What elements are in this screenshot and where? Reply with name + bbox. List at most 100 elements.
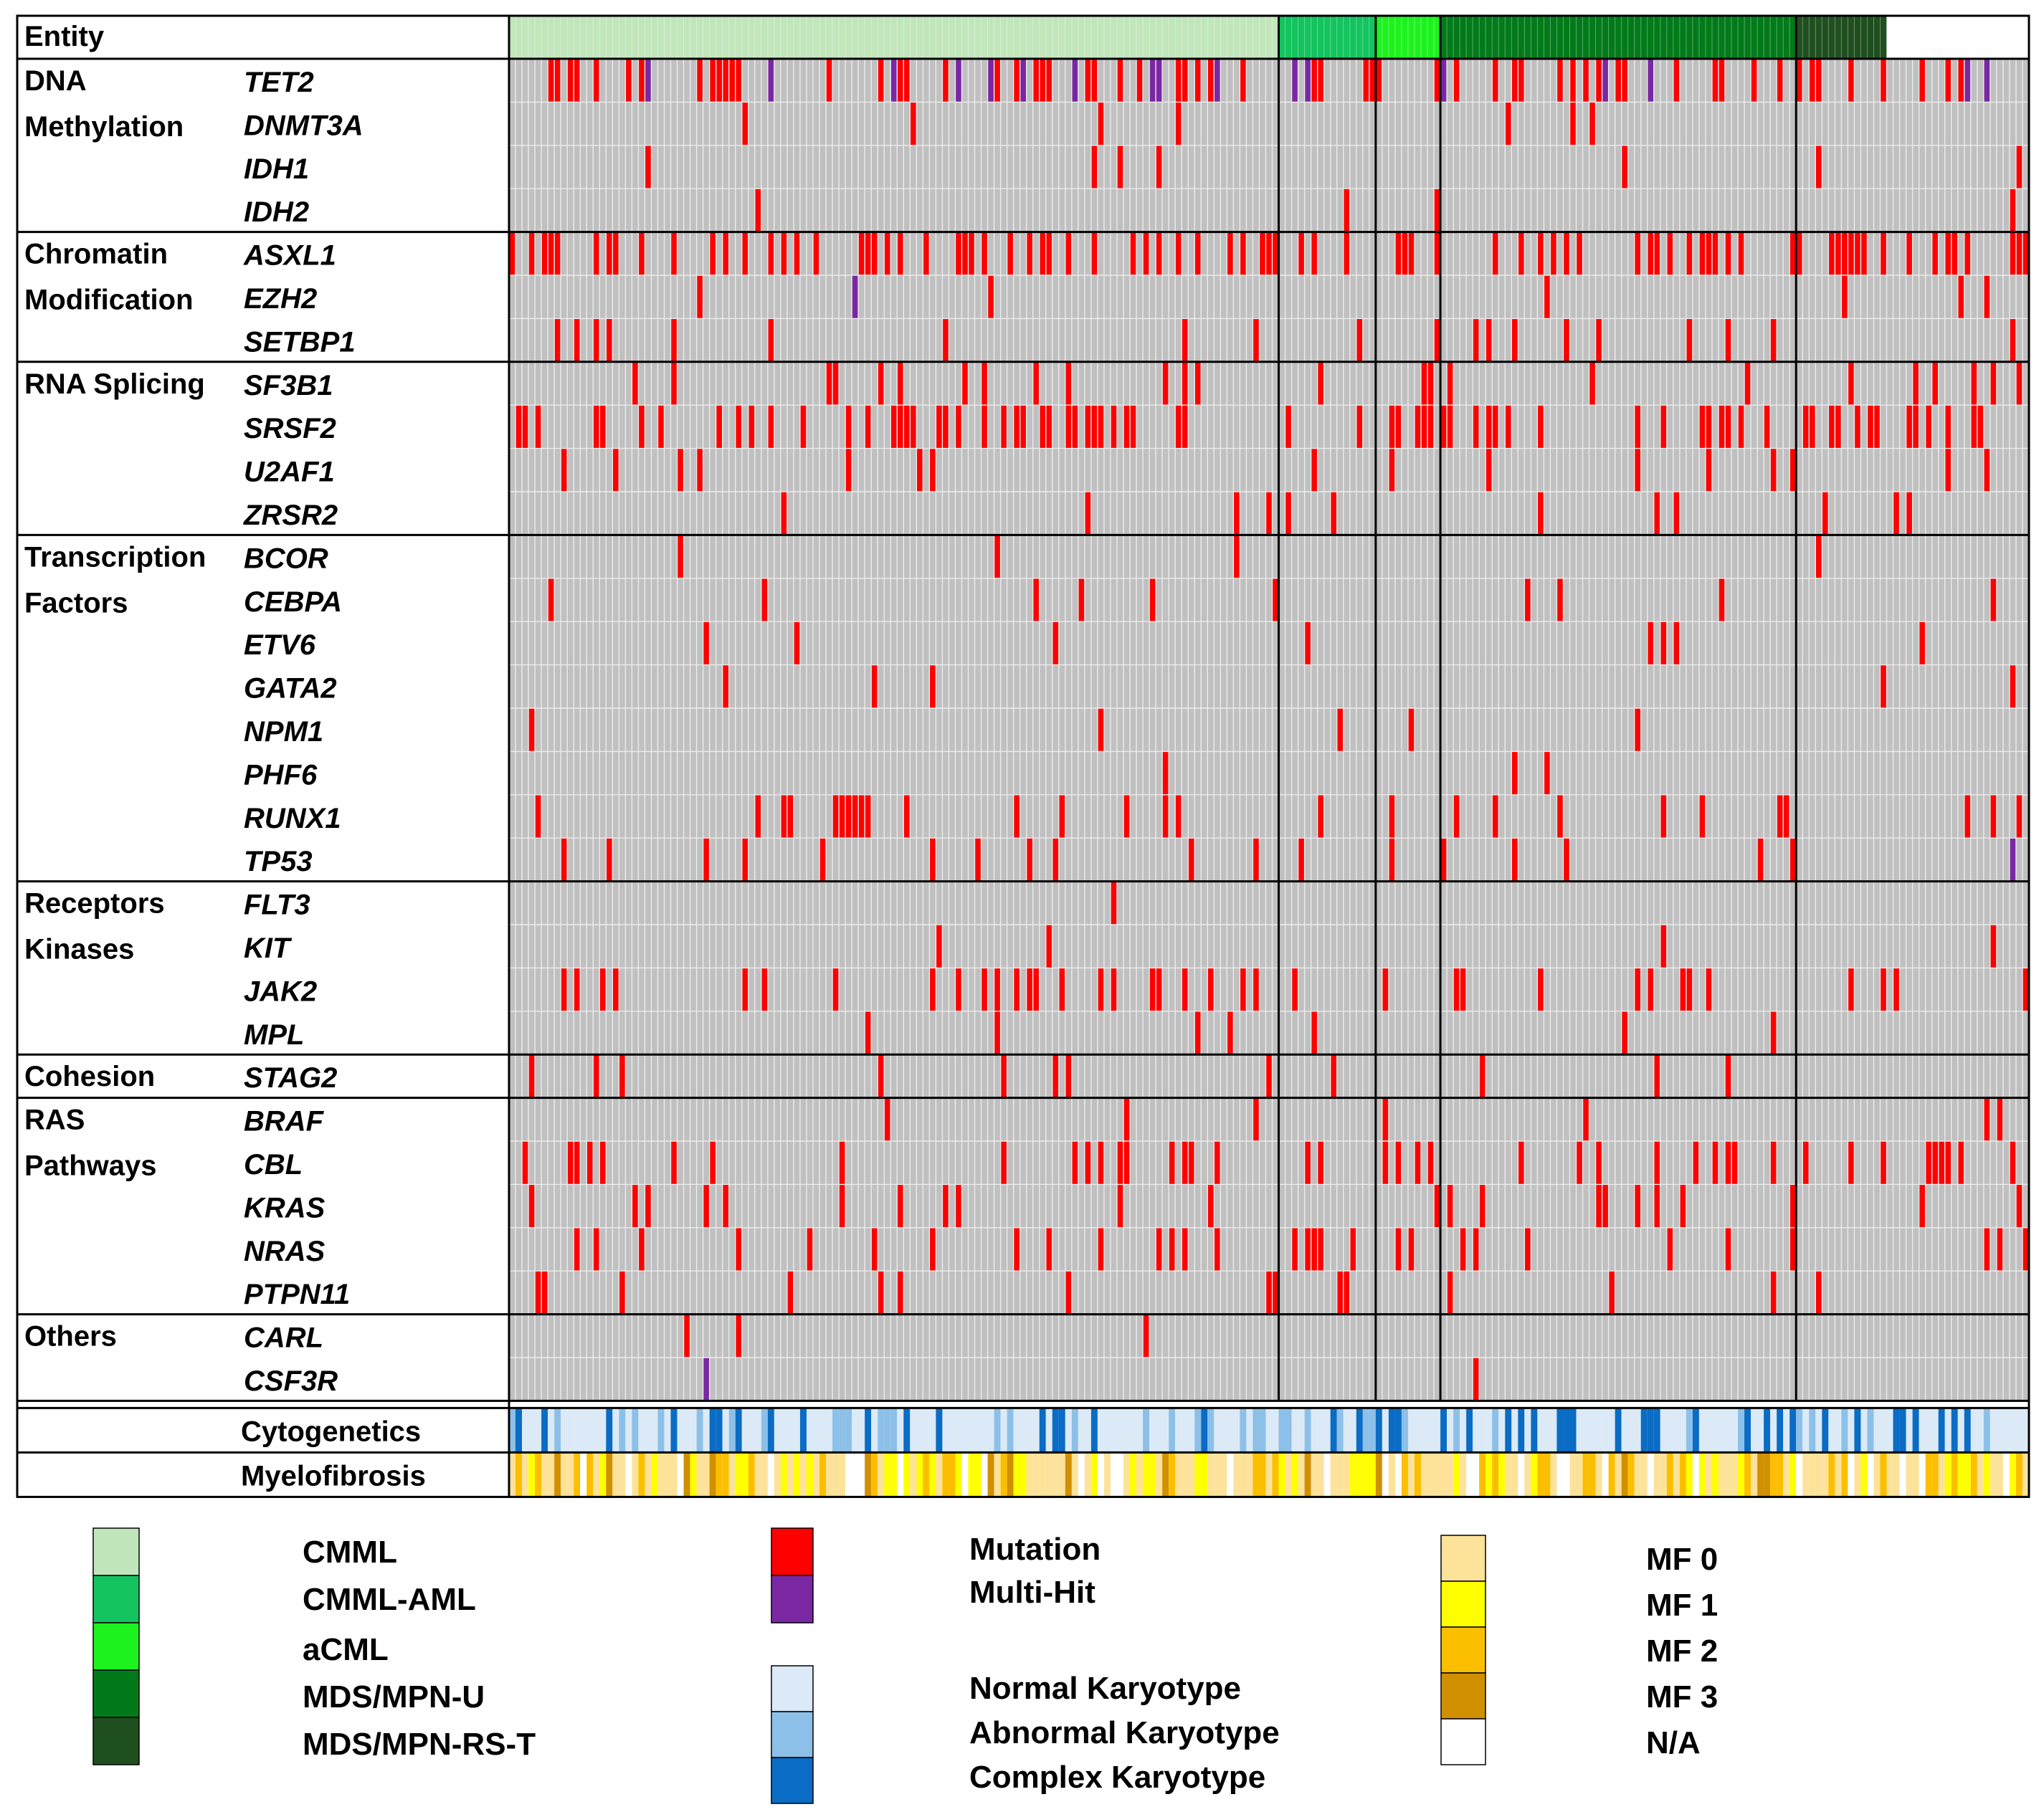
annotation-cell (1718, 1408, 1725, 1453)
mutation-cell (670, 361, 678, 406)
annotation-cell (1576, 1408, 1583, 1453)
mutation-cell (612, 232, 619, 275)
annotation-cell (1751, 1452, 1758, 1497)
gene-label-mpl: MPL (244, 1019, 304, 1051)
annotation-cell (1582, 1408, 1589, 1453)
mutation-cell (1291, 59, 1298, 102)
gene-row-kras (509, 1184, 2029, 1228)
gene-row-cbl (509, 1141, 2029, 1185)
mutation-cell (2009, 838, 2016, 882)
annotation-cell (968, 1408, 975, 1453)
mutation-cell (1252, 838, 1260, 882)
annotation-cell (1634, 1452, 1641, 1497)
gene-label-bcor: BCOR (244, 543, 328, 574)
annotation-cell (1854, 1452, 1861, 1497)
annotation-cell (1065, 1408, 1072, 1453)
mutation-cell (1647, 232, 1654, 275)
annotation-cell (2002, 1452, 2010, 1497)
annotation-cell (1414, 1408, 1421, 1453)
mutation-cell (974, 838, 981, 882)
annotation-cell (1162, 1408, 1169, 1453)
annotation-cell (1311, 1452, 1318, 1497)
annotation-cell (1725, 1452, 1732, 1497)
annotation-cell (1375, 1452, 1382, 1497)
mutation-cell (1944, 232, 1952, 275)
annotation-cell (2015, 1452, 2022, 1497)
mutation-cell (1052, 1054, 1059, 1098)
mutation-cell (1388, 448, 1395, 492)
legend-swatch-mutation-1 (771, 1575, 814, 1623)
mutation-cell (1343, 232, 1350, 275)
mutation-cell (1240, 59, 1247, 102)
mutation-cell (852, 794, 859, 839)
annotation-cell (1394, 1452, 1402, 1497)
annotation-cell (1259, 1408, 1266, 1453)
annotation-cell (974, 1452, 981, 1497)
mutation-cell (1227, 1011, 1234, 1055)
gene-label-csf3r: CSF3R (244, 1365, 338, 1397)
mutation-cell (1013, 794, 1020, 839)
mutation-cell (1214, 59, 1221, 102)
annotation-cell (1382, 1408, 1389, 1453)
mutation-cell (1000, 405, 1007, 449)
mutation-cell (1602, 59, 1609, 102)
mutation-cell (1770, 1141, 1777, 1185)
mutation-cell (645, 145, 652, 189)
mutation-cell (961, 361, 969, 406)
annotation-cell (1298, 1408, 1305, 1453)
mutation-cell (1421, 361, 1428, 406)
mutation-cell (806, 1227, 813, 1272)
mutation-cell (1563, 232, 1570, 275)
mutation-cell (586, 1141, 594, 1185)
mutation-cell (1071, 405, 1078, 449)
mutation-cell (1084, 59, 1091, 102)
gene-label-srsf2: SRSF2 (244, 413, 336, 444)
gene-row-runx1 (509, 794, 2029, 839)
annotation-cell (890, 1452, 898, 1497)
mutation-cell (1058, 794, 1065, 839)
annotation-cell (1149, 1408, 1156, 1453)
annotation-cell (1744, 1408, 1751, 1453)
mutation-cell (1265, 1054, 1273, 1098)
gene-row-ezh2 (509, 275, 2029, 319)
mutation-cell (1045, 59, 1052, 102)
annotation-cell (1919, 1408, 1926, 1453)
legend-label-karyotype-1: Abnormal Karyotype (969, 1715, 1280, 1750)
legend-label-entity-3: MDS/MPN-U (303, 1679, 485, 1715)
annotation-cell (1627, 1452, 1635, 1497)
mutation-cell (878, 361, 885, 406)
annotation-cell (522, 1408, 529, 1453)
mutation-cell (541, 1271, 548, 1315)
annotation-cell (1653, 1452, 1660, 1497)
mutation-cell (1725, 232, 1732, 275)
mutation-cell (1860, 232, 1868, 275)
annotation-cell (1479, 1452, 1486, 1497)
mutation-cell (845, 794, 852, 839)
mutation-cell (561, 968, 568, 1011)
annotation-cell (1660, 1408, 1667, 1453)
annotation-cell (1421, 1408, 1428, 1453)
mutation-cell (1569, 59, 1577, 102)
annotation-cell (1330, 1452, 1337, 1497)
group-label-4-1: Kinases (24, 934, 134, 965)
mutation-cell (1711, 1141, 1719, 1185)
annotation-cell (1822, 1452, 1829, 1497)
annotation-cell (1097, 1452, 1104, 1497)
legend-swatch-karyotype-0 (771, 1665, 814, 1712)
mutation-cell (1356, 318, 1363, 362)
annotation-cell (735, 1452, 742, 1497)
annotation-cell (1944, 1408, 1952, 1453)
annotation-cell (1983, 1408, 1990, 1453)
legend-swatch-entity-3 (92, 1669, 140, 1718)
mutation-cell (1848, 361, 1855, 406)
mutation-cell (1265, 492, 1273, 535)
annotation-cell (741, 1452, 748, 1497)
mutation-cell (1394, 232, 1402, 275)
mutation-cell (677, 535, 684, 578)
mutation-cell (1938, 1141, 1945, 1185)
annotation-cell (1182, 1408, 1189, 1453)
annotation-cell (1563, 1452, 1570, 1497)
mutation-cell (677, 448, 684, 492)
annotation-cell (1957, 1408, 1964, 1453)
annotation-cell (1815, 1452, 1822, 1497)
